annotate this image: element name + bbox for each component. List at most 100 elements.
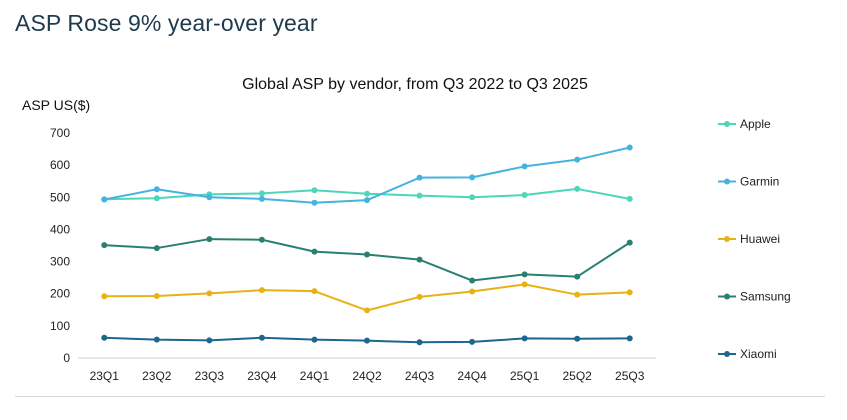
data-point-huawei-23q4 xyxy=(258,287,265,294)
y-tick-label-300: 300 xyxy=(50,255,70,269)
legend-label-xiaomi: Xiaomi xyxy=(740,347,777,361)
data-point-xiaomi-23q1 xyxy=(101,334,108,341)
data-point-apple-23q4 xyxy=(258,190,265,197)
x-tick-label-23q3: 23Q3 xyxy=(195,369,225,383)
series-layer xyxy=(101,144,633,346)
x-tick-label-23q4: 23Q4 xyxy=(247,369,277,383)
data-point-apple-25q3 xyxy=(626,195,633,202)
y-tick-label-700: 700 xyxy=(50,126,70,140)
data-point-garmin-24q3 xyxy=(416,174,423,181)
x-tick-label-25q1: 25Q1 xyxy=(510,369,540,383)
data-point-samsung-24q2 xyxy=(364,251,370,258)
y-tick-label-200: 200 xyxy=(50,287,70,301)
legend-swatch-marker-huawei xyxy=(724,236,730,242)
chart-title: Global ASP by vendor, from Q3 2022 to Q3… xyxy=(242,76,588,93)
x-axis-ticks: 23Q1 23Q2 23Q3 23Q4 24Q1 24Q2 24Q3 24Q4 25Q1 25Q2… xyxy=(90,369,645,383)
data-point-garmin-25q1 xyxy=(521,163,528,170)
data-point-xiaomi-23q4 xyxy=(258,334,265,341)
data-point-xiaomi-23q3 xyxy=(206,337,213,344)
data-point-samsung-25q3 xyxy=(626,239,633,246)
page-headline: ASP Rose 9% year-over year xyxy=(15,10,318,36)
data-point-huawei-24q2 xyxy=(364,307,370,314)
data-point-garmin-23q2 xyxy=(153,186,160,193)
legend-item-samsung: Samsung xyxy=(718,290,791,304)
series-line-samsung xyxy=(104,238,631,282)
series-huawei xyxy=(101,281,633,314)
data-point-garmin-25q2 xyxy=(574,156,581,163)
data-point-garmin-24q2 xyxy=(364,197,370,204)
data-point-samsung-23q2 xyxy=(153,245,160,252)
data-point-huawei-25q2 xyxy=(574,291,581,298)
legend-swatch-marker-garmin xyxy=(724,178,730,185)
data-point-samsung-24q3 xyxy=(416,256,423,263)
y-tick-label-0: 0 xyxy=(63,351,70,365)
y-axis-ticks: 0 100 200 300 400 500 600 700 xyxy=(50,126,70,365)
data-point-garmin-23q3 xyxy=(206,194,213,201)
data-point-huawei-23q2 xyxy=(153,292,160,299)
data-point-xiaomi-25q2 xyxy=(574,335,581,342)
legend-swatch-marker-apple xyxy=(724,121,730,127)
data-point-garmin-24q1 xyxy=(311,199,318,206)
x-tick-label-23q2: 23Q2 xyxy=(142,369,172,383)
legend: Apple Garmin Huawei Samsung Xiaomi xyxy=(718,117,791,361)
data-point-apple-24q3 xyxy=(416,192,423,199)
legend-label-huawei: Huawei xyxy=(740,232,780,246)
x-tick-label-24q1: 24Q1 xyxy=(300,369,330,383)
x-tick-label-25q3: 25Q3 xyxy=(615,369,645,383)
data-point-samsung-23q4 xyxy=(258,236,265,243)
x-tick-label-23q1: 23Q1 xyxy=(90,369,120,383)
data-point-xiaomi-23q2 xyxy=(153,336,160,343)
data-point-xiaomi-24q4 xyxy=(469,338,476,345)
legend-item-apple: Apple xyxy=(718,117,771,131)
y-tick-label-600: 600 xyxy=(50,158,70,172)
data-point-huawei-24q3 xyxy=(416,293,423,300)
data-point-garmin-23q4 xyxy=(258,195,265,202)
data-point-samsung-23q1 xyxy=(101,242,108,249)
series-garmin xyxy=(101,144,633,206)
legend-label-garmin: Garmin xyxy=(740,175,779,189)
data-point-apple-24q1 xyxy=(311,187,318,194)
data-point-samsung-25q1 xyxy=(521,271,528,278)
data-point-apple-25q1 xyxy=(521,192,528,199)
series-apple xyxy=(101,185,633,203)
data-point-huawei-25q1 xyxy=(521,281,528,288)
data-point-apple-25q2 xyxy=(574,185,581,192)
data-point-garmin-23q1 xyxy=(101,196,108,203)
bottom-divider xyxy=(15,396,825,397)
data-point-huawei-24q4 xyxy=(469,288,476,295)
legend-swatch-marker-samsung xyxy=(724,293,730,300)
legend-item-huawei: Huawei xyxy=(718,232,780,246)
y-axis-label: ASP US($) xyxy=(22,97,91,113)
legend-label-samsung: Samsung xyxy=(740,290,791,304)
data-point-huawei-25q3 xyxy=(626,289,633,296)
data-point-apple-24q4 xyxy=(469,194,476,201)
data-point-xiaomi-25q3 xyxy=(626,335,633,342)
series-line-huawei xyxy=(104,283,630,312)
x-tick-label-24q3: 24Q3 xyxy=(405,369,435,383)
data-point-samsung-24q1 xyxy=(311,248,318,255)
data-point-xiaomi-24q1 xyxy=(311,336,318,343)
x-tick-label-24q2: 24Q2 xyxy=(352,369,382,383)
data-point-huawei-24q1 xyxy=(311,288,318,295)
data-point-xiaomi-24q2 xyxy=(364,337,370,344)
legend-item-xiaomi: Xiaomi xyxy=(718,347,777,361)
data-point-samsung-23q3 xyxy=(206,236,213,243)
x-tick-label-24q4: 24Q4 xyxy=(457,369,487,383)
y-tick-label-100: 100 xyxy=(50,319,70,333)
data-point-garmin-25q3 xyxy=(626,144,633,151)
series-xiaomi xyxy=(101,334,633,346)
y-tick-label-400: 400 xyxy=(50,222,70,236)
data-point-garmin-24q4 xyxy=(469,174,476,181)
x-tick-label-25q2: 25Q2 xyxy=(563,369,593,383)
data-point-xiaomi-25q1 xyxy=(521,335,528,342)
series-samsung xyxy=(101,236,633,284)
legend-label-apple: Apple xyxy=(740,117,771,131)
data-point-xiaomi-24q3 xyxy=(416,339,423,346)
y-tick-label-500: 500 xyxy=(50,190,70,204)
data-point-huawei-23q3 xyxy=(206,290,213,297)
data-point-huawei-23q1 xyxy=(101,293,108,300)
legend-swatch-marker-xiaomi xyxy=(724,351,730,357)
data-point-samsung-24q4 xyxy=(469,277,476,284)
data-point-samsung-25q2 xyxy=(574,273,581,280)
